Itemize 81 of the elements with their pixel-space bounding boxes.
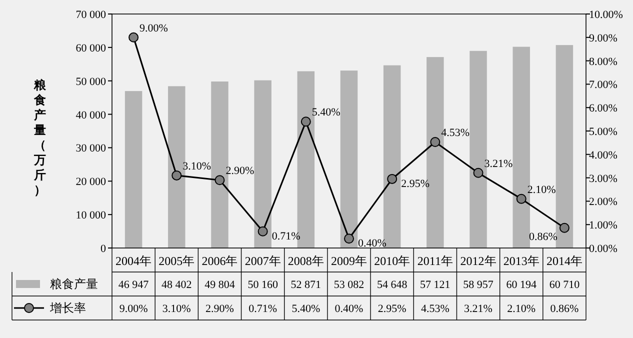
text: 5.40% <box>312 106 340 119</box>
y-tick-label: 60 000 <box>76 42 106 54</box>
data-label: 0.86% <box>550 303 579 315</box>
y2-tick-label: 4.00% <box>589 149 618 162</box>
bar <box>556 45 574 248</box>
data-label: 54 648 <box>376 279 408 291</box>
y-tick-label: 40 000 <box>76 109 106 122</box>
data-label: 2.10% <box>507 303 536 315</box>
text: 0.71% <box>272 230 300 242</box>
text: 4.53% <box>441 127 470 139</box>
y2-tick-label: 6.00% <box>589 102 618 115</box>
data-label: 3.10% <box>162 303 191 315</box>
y-tick-label: 30 000 <box>76 142 106 155</box>
data-label: 48 402 <box>162 279 192 291</box>
y2-tick-label: 7.00% <box>589 79 618 92</box>
data-label: 58 957 <box>463 279 494 291</box>
x-tick-label: 2012年 <box>460 254 496 268</box>
point <box>128 32 139 42</box>
legend-label: 粮食产量 <box>50 277 98 291</box>
y-tick-label: 10 000 <box>76 210 106 222</box>
point <box>473 168 484 178</box>
y-tick-label: 20 000 <box>76 176 106 188</box>
x-tick-label: 2013年 <box>503 254 540 268</box>
x-tick-label: 2011年 <box>417 254 453 268</box>
text: 0.40% <box>358 238 386 250</box>
data-label: 46 947 <box>118 279 150 291</box>
data-label: 2.90% <box>206 303 234 315</box>
x-tick-label: 2005年 <box>158 254 195 268</box>
text: 9.00% <box>140 22 168 34</box>
text: 2.90% <box>226 165 254 178</box>
data-label: 49 804 <box>204 279 236 291</box>
bar <box>340 70 358 248</box>
x-tick-label: 2006年 <box>202 254 238 268</box>
y2-tick-label: 2.00% <box>589 196 618 208</box>
y2-tick-label: 8.00% <box>589 56 618 68</box>
x-tick-label: 2009年 <box>331 254 367 268</box>
point <box>300 116 311 127</box>
y2-tick-label: 9.00% <box>589 32 618 44</box>
x-tick-label: 2014年 <box>546 254 582 268</box>
text: 3.21% <box>484 158 513 170</box>
data-label: 2.95% <box>378 303 406 315</box>
x-tick-label: 2008年 <box>288 254 324 268</box>
data-label: 9.00% <box>119 303 148 315</box>
data-label: 57 121 <box>420 279 450 291</box>
y-tick-label: 50 000 <box>76 76 106 88</box>
point <box>344 234 354 244</box>
text: 2.95% <box>401 178 430 190</box>
x-tick-label: 2010年 <box>374 254 410 268</box>
data-label: 53 082 <box>334 279 364 291</box>
point <box>559 222 570 233</box>
y-tick-label: 0 <box>100 243 106 255</box>
data-label: 3.21% <box>464 303 492 315</box>
bar <box>254 80 272 248</box>
text: 2.10% <box>527 184 556 196</box>
y2-tick-label: 0.00% <box>589 243 618 255</box>
data-label: 50 160 <box>248 279 278 291</box>
legend-label: 增长率 <box>49 301 86 315</box>
point <box>172 170 182 180</box>
point <box>430 137 440 147</box>
data-label: 60 194 <box>506 279 537 291</box>
bar <box>124 91 142 248</box>
y-tick-label: 70 000 <box>76 9 106 21</box>
point <box>214 175 225 186</box>
data-label: 0.40% <box>334 303 364 315</box>
text: 0.86% <box>529 230 558 243</box>
x-tick-label: 2004年 <box>116 254 152 268</box>
point <box>258 226 268 236</box>
text: 3.10% <box>182 160 212 172</box>
y2-tick-label: 10.00% <box>589 9 623 21</box>
data-label: 60 710 <box>549 279 580 291</box>
x-tick-label: 2007年 <box>244 254 281 268</box>
point <box>387 174 398 184</box>
data-label: 0.71% <box>248 303 278 315</box>
y2-tick-label: 3.00% <box>589 172 618 185</box>
y2-tick-label: 1.00% <box>589 220 618 232</box>
y2-tick-label: 5.00% <box>589 126 618 138</box>
y-axis-title: 粮食产量（万斤） <box>33 78 47 197</box>
data-label: 5.40% <box>292 303 320 315</box>
data-label: 52 871 <box>290 279 322 291</box>
data-label: 4.53% <box>420 303 450 315</box>
point <box>516 194 526 204</box>
